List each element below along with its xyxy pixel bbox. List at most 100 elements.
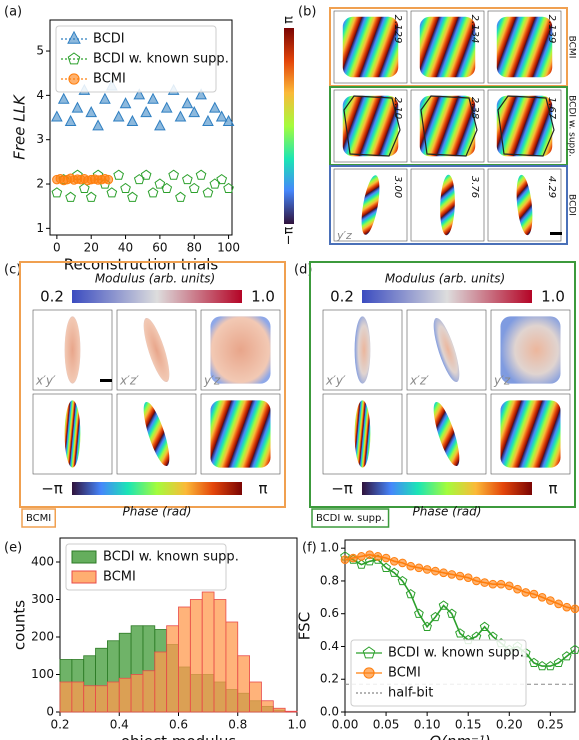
colorbar-label: −π [282,226,297,245]
colorbar-label: π [258,480,267,498]
view-label: x′y′ [325,374,346,388]
legend-label: half-bit [388,686,433,701]
x-tick-label: 20 [84,241,99,255]
marker [414,608,424,618]
marker [389,567,400,577]
hist-bar [154,651,168,713]
hist-bar [178,606,191,713]
marker [68,73,80,85]
image-object [516,174,533,236]
legend-label: BCMI [93,72,126,87]
marker [188,106,201,118]
marker [438,600,449,610]
image-object [440,174,455,236]
view-label: y′z [493,374,511,388]
marker [103,174,114,185]
image-object [500,400,561,468]
marker [479,621,490,631]
marker [140,106,152,118]
image-object [496,16,553,78]
error-value: 3.00 [392,176,403,198]
colorbar [72,482,242,495]
panel-label: (e) [4,541,22,556]
image-object [210,316,271,384]
hist-bar [237,655,250,713]
marker [216,173,228,185]
marker [570,604,579,614]
legend-label: BCDI w. known supp. [388,646,524,661]
hist-bar [166,625,179,713]
x-tick-label: 0 [53,241,61,255]
marker [364,556,375,566]
marker [430,611,441,622]
marker [537,660,547,671]
x-tick-label: 0.2 [50,718,69,732]
colorbar-label: 0.2 [330,288,354,306]
marker [106,187,118,198]
marker [79,182,90,193]
marker [406,561,416,571]
support-outline [343,95,401,157]
view-label: x′y′ [35,374,56,388]
x-tick-label: 0.05 [373,718,400,732]
y-tick-label: 0.2 [320,672,339,686]
marker [209,101,221,113]
marker [463,573,473,583]
image-object [64,400,81,468]
image-object [143,401,170,467]
x-tick-label: 0.10 [414,718,441,732]
image-object [342,95,399,157]
y-tick-label: 300 [31,592,54,606]
marker [357,552,366,561]
marker [195,88,207,100]
hist-bar [107,681,120,713]
image-object [433,401,460,467]
row-label: BCDI [567,194,577,216]
method-box [311,508,390,528]
y-axis-label: Free LLK [11,94,29,160]
method-label: BCMI [26,513,51,524]
marker [398,558,407,568]
y-tick-label: 0.6 [320,606,339,620]
marker [496,579,506,589]
y-tick-label: 1 [36,221,44,235]
y-tick-label: 200 [31,630,54,644]
marker [447,570,457,579]
view-label: y′z [336,229,352,242]
support-outline [497,95,555,157]
legend-label: BCDI w. known supp. [93,52,229,67]
marker [195,169,207,180]
view-label: x′z′ [409,374,429,388]
panel-label: (f) [302,541,317,556]
panel-frame [19,261,286,508]
marker [181,97,194,109]
panel-frame [309,261,576,508]
marker [85,106,98,118]
marker [472,576,481,586]
legend-label: BCMI [388,666,421,681]
method-box [21,508,56,528]
colorbar-label: −π [41,480,63,498]
marker [140,169,152,180]
colorbar-title: Modulus (arb. units) [385,272,505,286]
marker [381,562,391,572]
row-label: BCDI w. supp. [567,95,577,157]
marker [381,553,391,563]
marker [455,628,465,638]
marker [161,182,173,193]
marker [521,588,531,597]
marker [389,556,399,566]
view-label: y′z [203,374,221,388]
y-tick-label: 0 [46,705,54,719]
marker [147,187,159,198]
x-axis-label: Reconstruction trials [64,256,219,274]
marker [57,92,70,104]
image-object [143,317,170,383]
panel-label: (a) [4,5,22,20]
panel-label: (d) [294,263,312,278]
hist-bar [284,710,298,713]
legend-box [65,543,227,591]
y-tick-label: 0.4 [320,639,339,653]
marker [348,553,358,563]
marker [414,563,424,573]
